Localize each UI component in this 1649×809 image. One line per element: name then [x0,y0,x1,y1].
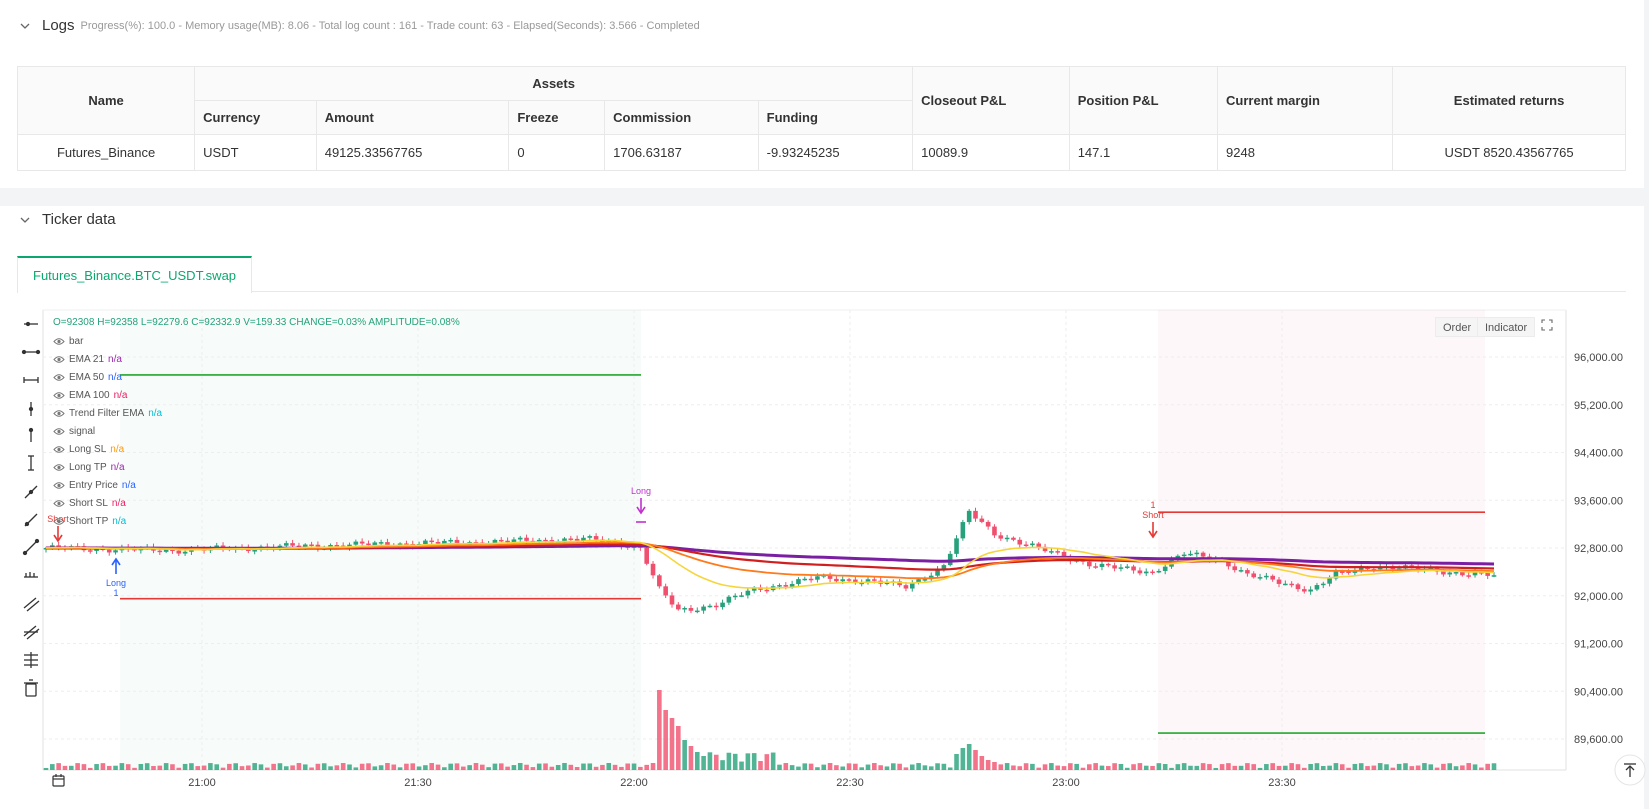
eye-icon[interactable] [53,337,65,346]
legend-label: Entry Price [69,479,118,491]
legend-value: n/a [121,479,136,491]
legend-value: n/a [108,353,122,365]
eye-icon[interactable] [53,517,65,526]
cell-currency: USDT [194,134,317,171]
eye-icon[interactable] [53,391,65,400]
legend-label: Short SL [69,497,108,509]
cell-amount: 49125.33567765 [315,134,510,171]
legend-label: Trend Filter EMA [69,407,145,419]
col-estimated-returns: Estimated returns [1392,66,1626,135]
ohlc-open: O=92308 [53,317,95,328]
ticker-header[interactable]: Ticker data [18,211,116,228]
legend-item[interactable]: Long SL n/a [53,442,124,456]
legend-item[interactable]: Trend Filter EMA n/a [53,406,162,420]
indicator-button[interactable]: Indicator [1477,317,1536,337]
eye-icon[interactable] [53,373,65,382]
col-amount: Amount [315,100,510,135]
cell-position-pnl: 147.1 [1068,134,1219,171]
legend-value: n/a [113,389,128,401]
legend-label: bar [69,335,84,347]
eye-icon[interactable] [53,463,65,472]
col-current-margin: Current margin [1217,66,1394,135]
logs-panel: Logs Progress(%): 100.0 - Memory usage(M… [0,0,1644,188]
cell-funding: -9.93245235 [757,134,914,171]
table-row: Futures_Binance USDT 49125.33567765 0 17… [16,134,1626,171]
legend-item[interactable]: Short TP n/a [53,514,126,528]
legend-label: EMA 21 [69,353,105,365]
col-closeout-pnl: Closeout P&L [912,66,1070,135]
col-funding: Funding [757,100,914,135]
col-name: Name [16,66,196,135]
ohlc-close: C=92332.9 [191,317,241,328]
legend-value: n/a [110,443,125,455]
eye-icon[interactable] [53,499,65,508]
legend-value: n/a [148,407,163,419]
ohlc-volume: V=159.33 [243,317,287,328]
legend-value: n/a [111,497,126,509]
cell-closeout-pnl: 10089.9 [912,134,1070,171]
legend-item[interactable]: EMA 21 n/a [53,352,122,366]
eye-icon[interactable] [53,427,65,436]
legend-item[interactable]: EMA 50 n/a [53,370,122,384]
legend-label: Short TP [69,515,109,527]
legend-item[interactable]: bar [53,334,87,348]
legend-item[interactable]: Long TP n/a [53,460,125,474]
cell-commission: 1706.63187 [604,134,759,171]
cell-estimated-returns: USDT 8520.43567765 [1392,134,1626,171]
assets-table: Name Assets Closeout P&L Position P&L Cu… [16,66,1626,171]
legend-label: EMA 100 [69,389,110,401]
chevron-down-icon[interactable] [18,19,32,33]
ohlc-high: H=92358 [97,317,139,328]
legend-value: n/a [108,371,122,383]
col-commission: Commission [604,100,759,135]
chevron-down-icon[interactable] [18,213,32,227]
eye-icon[interactable] [53,355,65,364]
legend-item[interactable]: EMA 100 n/a [53,388,128,402]
col-freeze: Freeze [508,100,606,135]
ticker-panel: Ticker data Futures_Binance.BTC_USDT.swa… [0,206,1644,809]
cell-name: Futures_Binance [16,134,196,171]
legend-label: EMA 50 [69,371,105,383]
legend-item[interactable]: Entry Price n/a [53,478,136,492]
legend-item[interactable]: Short SL n/a [53,496,126,510]
order-button[interactable]: Order [1435,317,1480,337]
logs-status: Progress(%): 100.0 - Memory usage(MB): 8… [80,19,700,32]
ticker-title: Ticker data [42,211,116,228]
ohlc-low: L=92279.6 [140,317,189,328]
ticker-tabs: Futures_Binance.BTC_USDT.swap [17,256,1626,293]
cell-current-margin: 9248 [1217,134,1394,171]
legend-label: signal [69,425,96,437]
legend-label: Long SL [69,443,107,455]
eye-icon[interactable] [53,445,65,454]
ohlc-change: CHANGE=0.03% [289,317,367,328]
legend-value: n/a [112,515,127,527]
col-currency: Currency [194,100,317,135]
ohlc-readout: O=92308 H=92358 L=92279.6 C=92332.9 V=15… [53,317,460,328]
logs-title: Logs [42,17,75,34]
logs-header[interactable]: Logs Progress(%): 100.0 - Memory usage(M… [18,17,700,34]
legend-label: Long TP [69,461,107,473]
legend-value: n/a [110,461,125,473]
cell-freeze: 0 [508,134,606,171]
tab-btc-usdt-swap[interactable]: Futures_Binance.BTC_USDT.swap [17,256,253,293]
col-assets: Assets [194,66,914,101]
legend-item[interactable]: signal [53,424,99,438]
col-position-pnl: Position P&L [1068,66,1219,135]
ohlc-amplitude: AMPLITUDE=0.08% [368,317,460,328]
eye-icon[interactable] [53,481,65,490]
eye-icon[interactable] [53,409,65,418]
